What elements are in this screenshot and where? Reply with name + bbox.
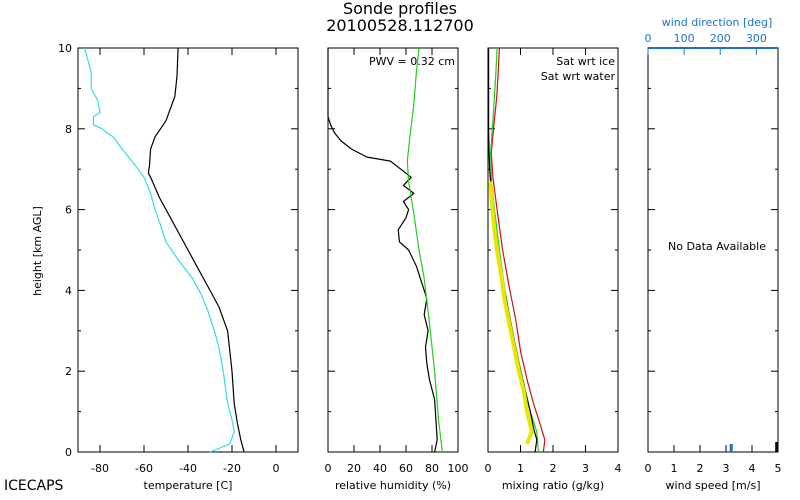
rh-pwv-annotation: PWV = 0.32 cm [369,55,455,68]
y-tick-label: 10 [58,42,72,55]
relative_humidity-x-tick-label: 0 [325,462,332,475]
y-tick-label: 6 [65,204,72,217]
wind-direction-tick-label: 300 [746,32,767,45]
mixing_ratio-x-axis-label: mixing ratio (g/kg) [502,479,604,492]
wind-direction-axis-label: wind direction [deg] [662,16,773,29]
mixing_ratio-x-tick-label: 4 [615,462,622,475]
relative_humidity-x-tick-label: 100 [448,462,469,475]
relative_humidity-series-rh_sonde [327,48,438,453]
relative_humidity-x-tick-label: 20 [347,462,361,475]
relative_humidity-x-axis-label: relative humidity (%) [335,479,451,492]
legend-sat-water: Sat wrt water [541,70,616,83]
figure-title: Sonde profiles [343,0,457,18]
mixing_ratio-x-tick-label: 1 [517,462,524,475]
wind-x-tick-label: 1 [671,462,678,475]
mixing_ratio-x-tick-label: 3 [582,462,589,475]
wind-direction-tick-label: 0 [645,32,652,45]
wind-x-tick-label: 0 [645,462,652,475]
relative_humidity-x-tick-label: 80 [425,462,439,475]
mixing-ratio-panel: 0 1 2 3 4 mixing ratio (g/kg) [485,47,622,492]
relative-humidity-panel: 0 20 40 60 80 100 relative humidity (%) [325,47,469,492]
figure-subtitle: 20100528.112700 [326,16,474,35]
mixing_ratio-series-mr_smooth [488,181,534,445]
wind-direction-tick-label: 100 [674,32,695,45]
temperature-series-dewpoint [84,47,235,453]
wind-x-axis-label: wind speed [m/s] [666,479,761,492]
temperature-x-tick-label: -80 [91,462,109,475]
y-tick-label: 8 [65,123,72,136]
temperature-series-temperature [147,47,245,453]
relative_humidity-frame [327,47,459,453]
mixing_ratio-x-tick-label: 2 [550,462,557,475]
temperature-x-tick-label: -40 [179,462,197,475]
temperature-x-tick-label: -20 [223,462,241,475]
mixing_ratio-series-sat_water [490,47,546,453]
wind-x-tick-label: 5 [775,462,782,475]
wind-panel: 0 1 2 3 4 5 wind speed [m/s] 0 100 200 300 [645,32,782,492]
y-tick-label: 2 [65,365,72,378]
wind-no-data-message: No Data Available [668,240,766,253]
wind-x-tick-label: 3 [723,462,730,475]
relative_humidity-x-tick-label: 40 [373,462,387,475]
temperature-x-tick-label: -60 [135,462,153,475]
site-label: ICECAPS [4,478,64,494]
relative_humidity-series-rh_ice [406,47,443,453]
relative_humidity-x-tick-label: 60 [399,462,413,475]
temperature-x-axis-label: temperature [C] [144,479,233,492]
temperature-panel: 0 2 4 6 8 10 -80 -60 -40 -20 0 temperature [C] [58,42,299,492]
y-axis-label: height [km AGL] [31,206,44,296]
y-tick-label: 4 [65,284,72,297]
wind-direction-tick-label: 200 [710,32,731,45]
wind-x-tick-label: 2 [697,462,704,475]
mixing_ratio-x-tick-label: 0 [485,462,492,475]
temperature-x-tick-label: 0 [273,462,280,475]
mixing_ratio-frame [487,47,619,453]
wind-x-tick-label: 4 [749,462,756,475]
legend-sat-ice: Sat wrt ice [556,55,615,68]
y-tick-label: 0 [65,446,72,459]
